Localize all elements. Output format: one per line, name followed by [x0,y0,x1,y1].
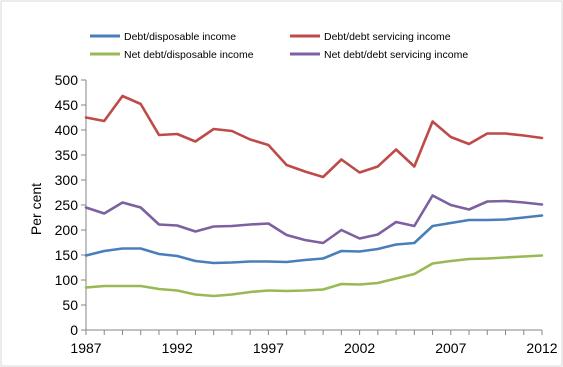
y-tick-label: 0 [70,322,78,338]
series-line [84,94,544,179]
legend-label: Net debt/disposable income [124,49,254,61]
y-tick-label: 350 [55,147,79,163]
legend-item: Net debt/disposable income [90,49,254,61]
legend-label: Debt/debt servicing income [324,31,451,43]
y-tick-label: 300 [55,172,79,188]
y-tick-label: 100 [55,272,79,288]
series-line [84,214,544,265]
series-line [84,254,544,298]
x-tick-label: 1987 [70,340,101,356]
legend-item: Debt/debt servicing income [290,31,451,43]
legend-item: Net debt/debt servicing income [290,49,468,61]
y-tick-label: 200 [55,222,79,238]
y-tick-label: 500 [55,72,79,88]
y-axis-title: Per cent [28,183,44,235]
y-tick-label: 250 [55,197,79,213]
x-tick-label: 2007 [435,340,466,356]
y-tick-label: 450 [55,97,79,113]
x-tick-label: 2002 [344,340,375,356]
y-tick-label: 150 [55,247,79,263]
axes: 0 50 100 150 200 250 300 350 400 450 500 1987 1992 19… [55,72,558,356]
legend-item: Debt/disposable income [90,31,236,43]
legend: Debt/disposable income Debt/debt servici… [90,31,468,61]
series-line [84,194,544,245]
legend-label: Debt/disposable income [124,31,236,43]
x-tick-label: 1992 [162,340,193,356]
y-tick-label: 50 [62,297,78,313]
y-tick-label: 400 [55,122,79,138]
x-tick-label: 2012 [526,340,557,356]
x-tick-label: 1997 [253,340,284,356]
series-group [84,94,544,298]
legend-label: Net debt/debt servicing income [324,49,468,61]
